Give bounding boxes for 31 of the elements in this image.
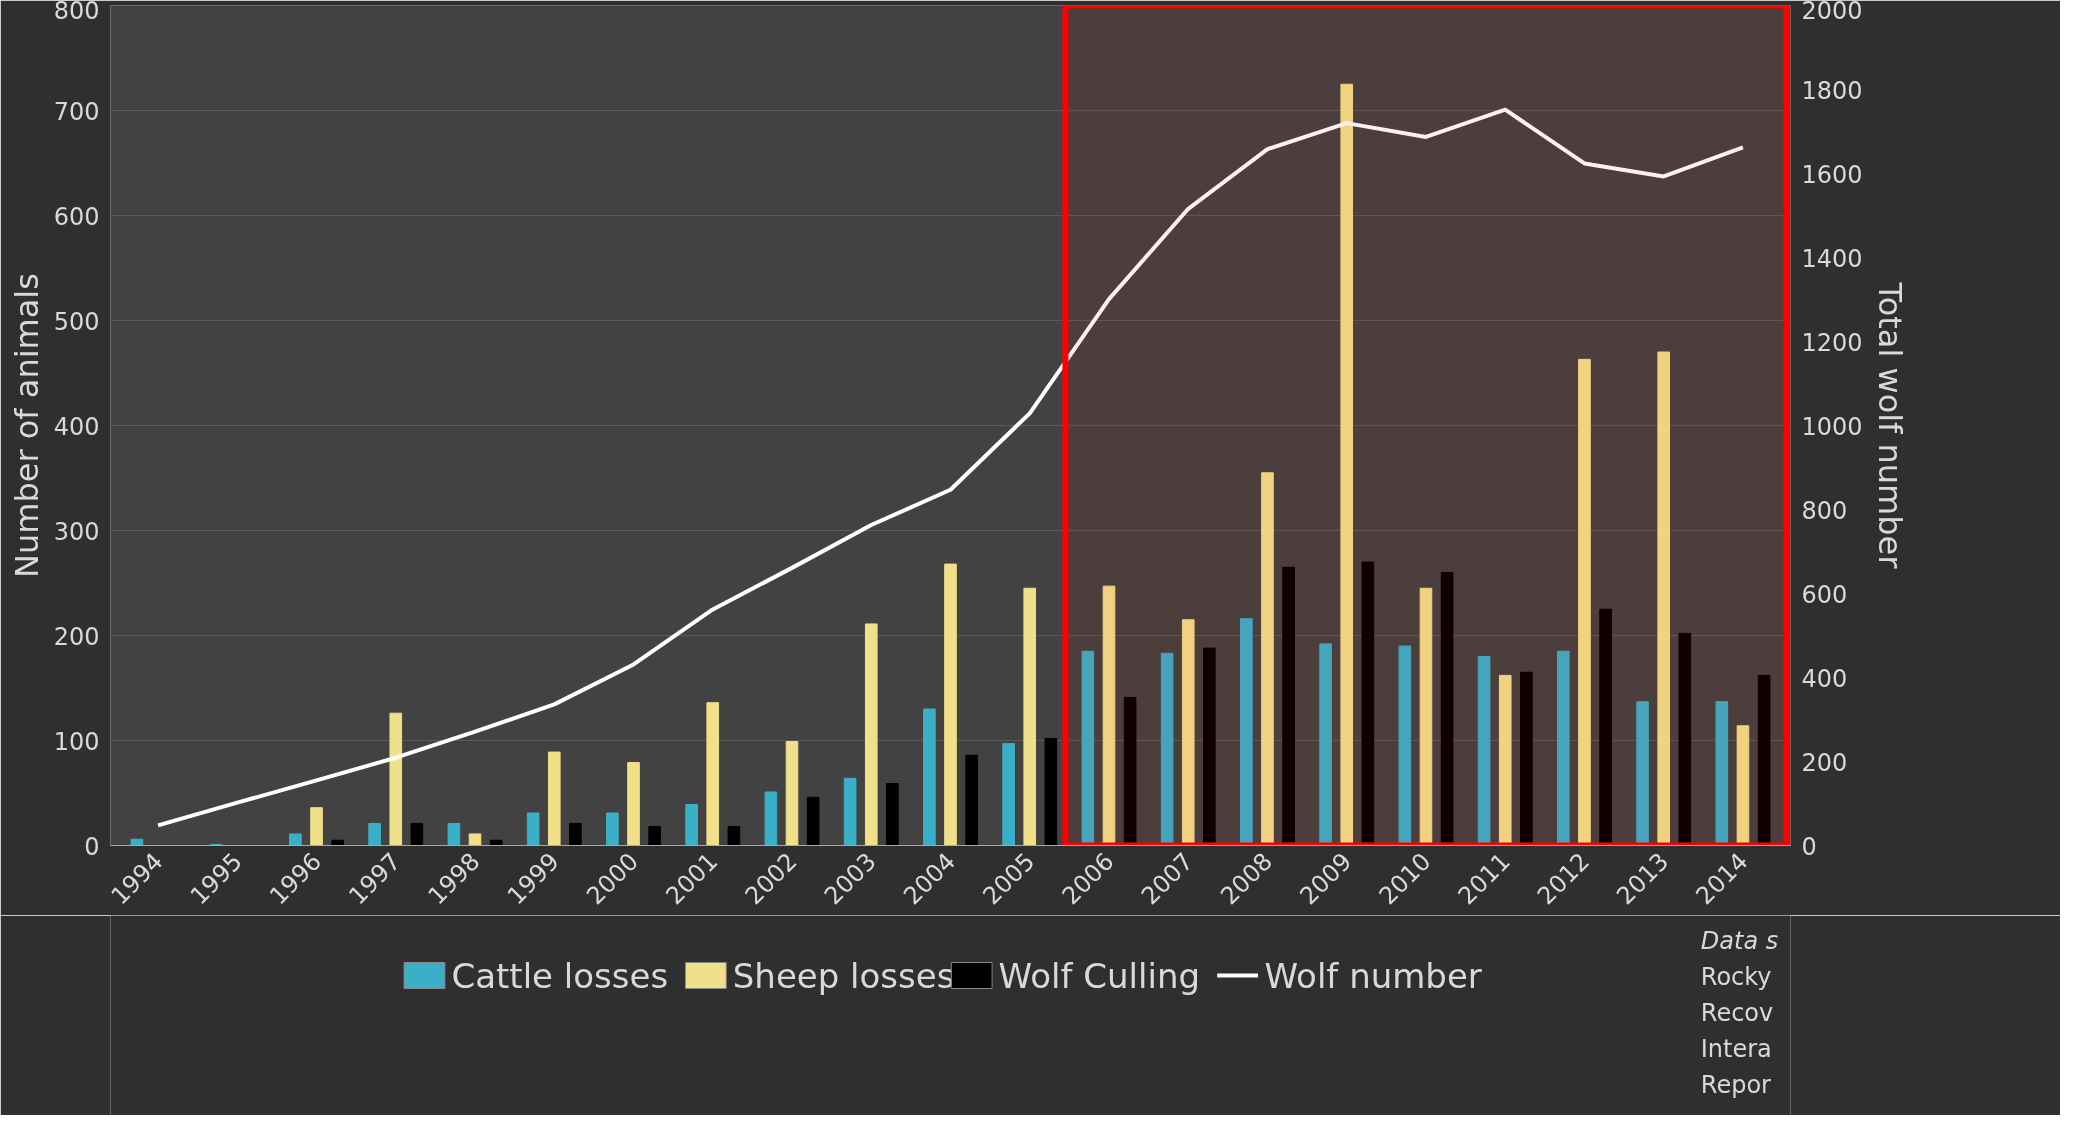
y2-tick-label: 400 <box>1801 664 1848 693</box>
y-tick-label: 800 <box>53 0 100 25</box>
y-tick-label: 500 <box>53 307 100 336</box>
text: Repor <box>1700 1070 1772 1099</box>
legend-label: Sheep losses <box>732 955 955 996</box>
y-tick-label: 200 <box>53 622 100 651</box>
y2-tick-label: 1400 <box>1801 244 1863 273</box>
text: Recov <box>1700 998 1774 1027</box>
y2-tick-label: 800 <box>1801 496 1848 525</box>
y-tick-label: 700 <box>53 97 100 126</box>
y2-tick-label: 0 <box>1801 832 1817 861</box>
text: Rocky <box>1700 962 1772 991</box>
y2-axis-title: Total wolf number <box>1870 281 1909 570</box>
y2-tick-label: 2000 <box>1801 0 1863 25</box>
y2-tick-label: 1000 <box>1801 412 1863 441</box>
text: Data s <box>1700 926 1779 955</box>
y-axis-title: Number of animals <box>7 273 46 578</box>
y-tick-label: 600 <box>53 202 100 231</box>
y-tick-label: 100 <box>53 727 100 756</box>
y2-tick-label: 1600 <box>1801 160 1863 189</box>
y2-tick-label: 600 <box>1801 580 1848 609</box>
legend-label: Cattle losses <box>451 955 669 996</box>
text: Intera <box>1700 1034 1772 1063</box>
legend-label: Wolf number <box>1264 955 1482 996</box>
y2-tick-label: 1800 <box>1801 76 1863 105</box>
legend-label: Wolf Culling <box>998 955 1201 996</box>
y-tick-label: 0 <box>84 832 100 861</box>
y2-tick-label: 1200 <box>1801 328 1863 357</box>
y-tick-label: 300 <box>53 517 100 546</box>
y-tick-label: 400 <box>53 412 100 441</box>
y2-tick-label: 200 <box>1801 748 1848 777</box>
